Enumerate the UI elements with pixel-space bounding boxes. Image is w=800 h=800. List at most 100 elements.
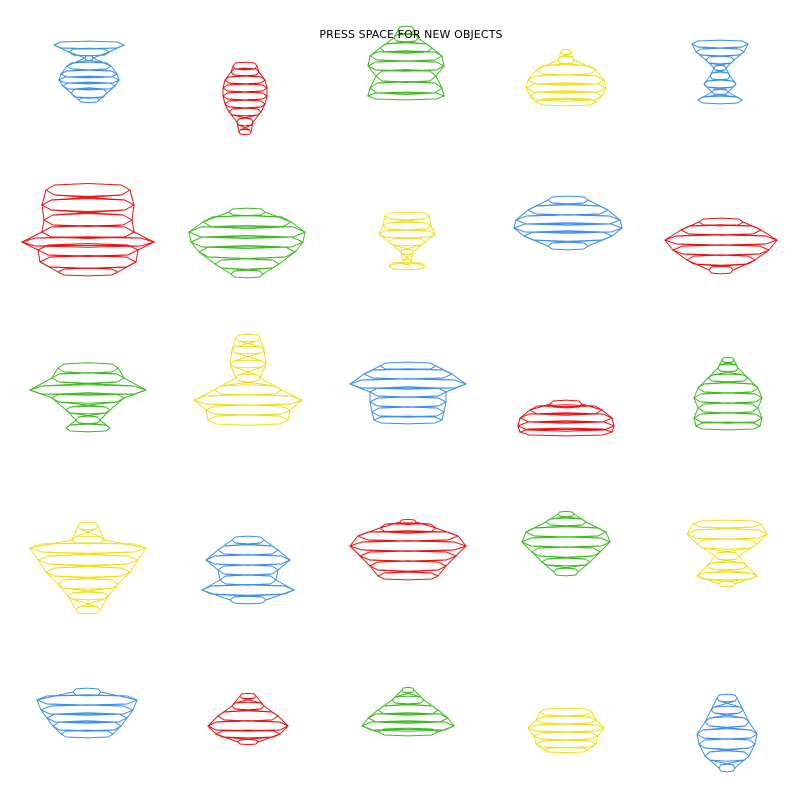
object-edge [515,209,529,221]
wireframe-object-tower [693,356,763,431]
object-ring [77,521,99,531]
object-ring [67,591,109,601]
object-edge [215,733,239,743]
object-ring [716,693,738,703]
object-edge [756,533,768,545]
object-edge [264,79,268,89]
object-edge [263,349,267,365]
object-edge [79,528,101,538]
object-ring [541,557,591,567]
object-edge [589,551,601,563]
object-edge [106,85,116,94]
object-edge [371,411,375,421]
object-edge [619,219,623,229]
object-edge [349,383,371,393]
object-edge [349,373,365,385]
object-edge [686,259,710,271]
object-edge [233,366,258,376]
object-edge [535,59,559,71]
object-edge [455,545,467,557]
object-edge [443,401,447,413]
object-edge [743,43,749,53]
object-ring [65,405,111,415]
object-edge [441,411,445,421]
object-edge [686,523,694,535]
object-edge [605,531,611,543]
object-edge [435,75,443,89]
object-edge [137,241,155,251]
object-ring [214,258,280,270]
object-edge [198,251,216,265]
wireframe-object-brimmed-hat [28,362,148,433]
wireframe-object-flat-saucer [512,195,624,251]
object-edge [382,215,386,227]
object-edge [748,721,758,735]
object-edge [595,735,599,745]
object-edge [527,69,537,81]
object-edge [205,549,219,561]
object-edge [51,367,59,379]
object-edge [264,95,268,105]
object-edge [388,241,402,253]
object-edge [65,409,77,421]
object-edge [611,417,615,427]
object-edge [412,241,426,253]
object-edge [262,263,280,275]
object-edge [672,249,688,261]
object-edge [259,337,265,351]
wireframe-object-urn [222,61,268,136]
object-edge [131,219,135,233]
object-edge [222,79,226,89]
object-edge [445,555,457,567]
object-edge [535,711,541,721]
object-edge [98,92,108,101]
object-edge [51,397,67,411]
object-edge [738,543,758,557]
object-edge [349,545,361,557]
object-edge [457,535,467,547]
object-ring [59,729,115,739]
wireframe-object-funnel [28,521,148,615]
object-edge [290,221,306,233]
object-edge [581,403,603,411]
object-edge [759,417,763,427]
object-ring [704,750,750,762]
object-edge [201,589,231,601]
object-edge [525,87,531,97]
object-ring [45,182,131,198]
object-edge [278,251,296,265]
object-edge [117,571,131,585]
object-edge [21,241,39,251]
object-edge [698,743,706,757]
wireframe-object-boat [35,687,139,739]
object-edge [224,103,230,113]
object-edge [40,709,48,719]
object-edge [691,43,697,53]
object-edge [71,598,98,608]
object-edge [133,231,155,243]
object-edge [231,337,237,351]
object-edge [754,249,770,261]
object-ring [705,55,735,65]
object-edge [279,725,289,735]
object-edge [527,719,537,729]
object-edge [214,263,232,275]
object-edge [693,417,697,427]
object-edge [126,709,134,719]
object-edge [287,409,291,421]
object-edge [112,725,122,735]
wireframe-object-bowl-stack [348,361,468,425]
object-ring [36,554,140,566]
object-edge [693,387,699,399]
object-edge [46,717,54,727]
object-edge [517,417,521,427]
object-edge [193,399,207,411]
object-edge [369,565,379,577]
object-edge [754,733,758,745]
object-ring [236,117,254,127]
object-ring [708,265,734,275]
object-edge [704,755,720,769]
object-ring [376,571,440,581]
object-edge [693,397,699,409]
